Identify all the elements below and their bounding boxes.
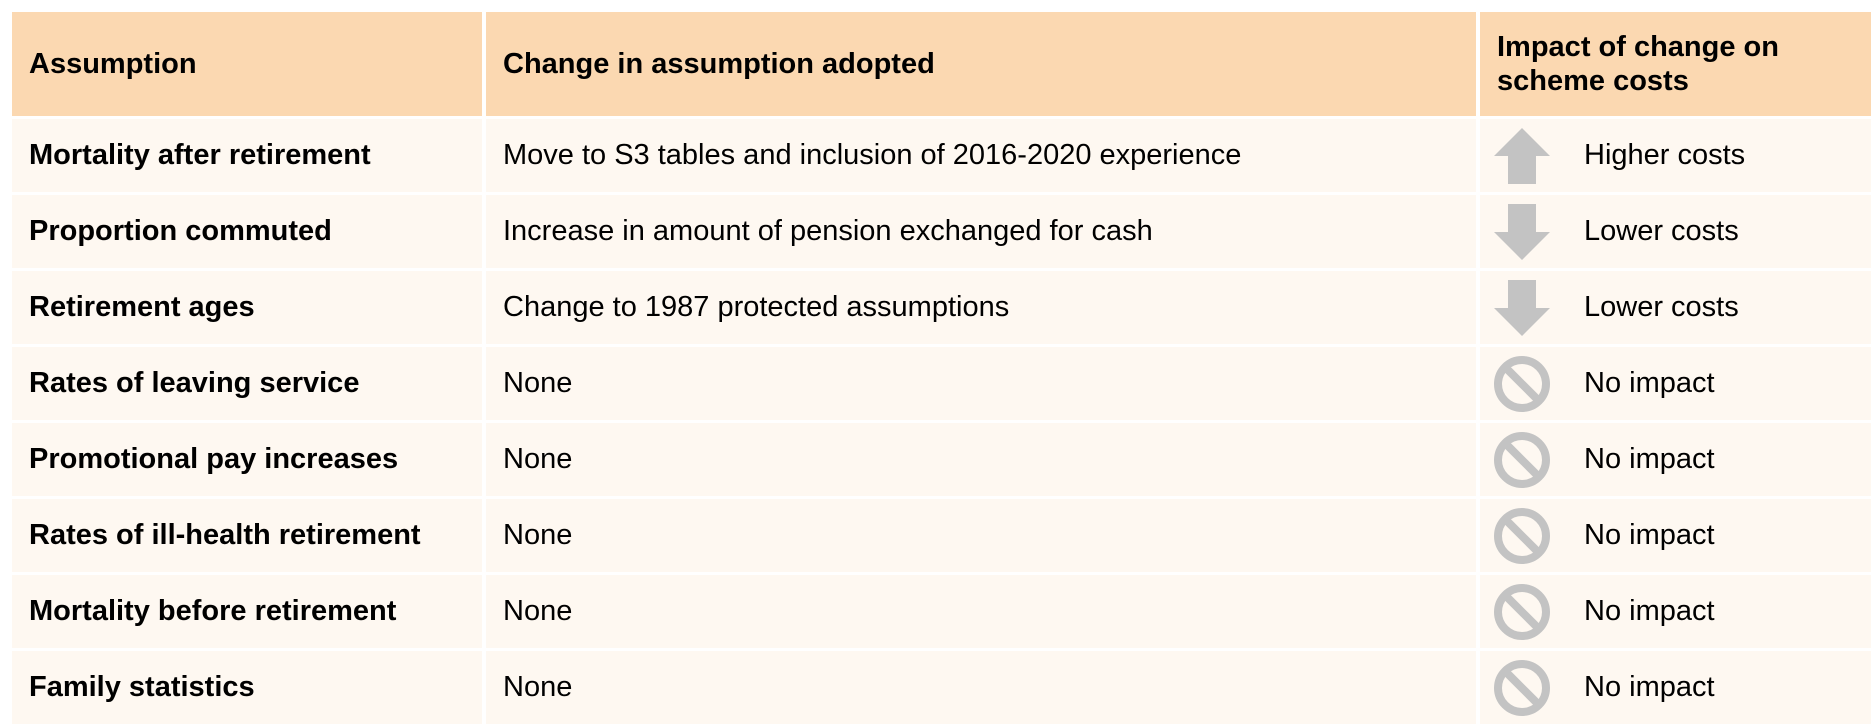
none-icon — [1494, 583, 1550, 640]
header-row: Assumption Change in assumption adopted Im… — [12, 12, 1871, 116]
table-row: Rates of ill-health retirement None No imp… — [12, 499, 1871, 572]
table-cell: Lower costs — [1480, 271, 1871, 344]
table-cell: Change to 1987 protected assumptions — [486, 271, 1476, 344]
table-cell: No impact — [1480, 575, 1871, 648]
table-row: Mortality before retirement None No impact — [12, 575, 1871, 648]
table-cell: Lower costs — [1480, 195, 1871, 268]
table-row: Mortality after retirement Move to S3 tab… — [12, 119, 1871, 192]
table-cell: None — [486, 575, 1476, 648]
none-icon — [1494, 355, 1550, 412]
table-row: Rates of leaving service None No impact — [12, 347, 1871, 420]
table: Assumption Change in assumption adopted Im… — [12, 12, 1871, 727]
header-cell: Change in assumption adopted — [486, 12, 1476, 116]
impact-label: No impact — [1584, 519, 1715, 551]
table-cell: Retirement ages — [12, 271, 482, 344]
table-cell: None — [486, 499, 1476, 572]
table-cell: Higher costs — [1480, 119, 1871, 192]
table-cell: Promotional pay increases — [12, 423, 482, 496]
table-cell: Family statistics — [12, 651, 482, 724]
table-cell: Rates of leaving service — [12, 347, 482, 420]
table-row: Proportion commuted Increase in amount of… — [12, 195, 1871, 268]
down-icon — [1494, 203, 1550, 260]
none-icon — [1494, 659, 1550, 716]
impact-label: Lower costs — [1584, 291, 1739, 323]
impact-label: No impact — [1584, 443, 1715, 475]
impact-label: No impact — [1584, 595, 1715, 627]
table-cell: Increase in amount of pension exchanged … — [486, 195, 1476, 268]
impact-label: No impact — [1584, 367, 1715, 399]
table-cell: Mortality before retirement — [12, 575, 482, 648]
impact-label: Higher costs — [1584, 139, 1746, 171]
table-cell: Proportion commuted — [12, 195, 482, 268]
header-cell: Impact of change on scheme costs — [1480, 12, 1871, 116]
table-cell: No impact — [1480, 651, 1871, 724]
down-icon — [1494, 279, 1550, 336]
table-row: Family statistics None No impact — [12, 651, 1871, 724]
table-row: Retirement ages Change to 1987 protected … — [12, 271, 1871, 344]
table-cell: None — [486, 423, 1476, 496]
table-cell: Move to S3 tables and inclusion of 2016-… — [486, 119, 1476, 192]
none-icon — [1494, 507, 1550, 564]
header-cell: Assumption — [12, 12, 482, 116]
table-cell: None — [486, 347, 1476, 420]
table-cell: None — [486, 651, 1476, 724]
up-icon — [1494, 127, 1550, 184]
table-cell: No impact — [1480, 347, 1871, 420]
table-cell: No impact — [1480, 499, 1871, 572]
impact-label: No impact — [1584, 671, 1715, 703]
table-cell: Rates of ill-health retirement — [12, 499, 482, 572]
none-icon — [1494, 431, 1550, 488]
impact-label: Lower costs — [1584, 215, 1739, 247]
table-cell: Mortality after retirement — [12, 119, 482, 192]
table-row: Promotional pay increases None No impact — [12, 423, 1871, 496]
table-cell: No impact — [1480, 423, 1871, 496]
